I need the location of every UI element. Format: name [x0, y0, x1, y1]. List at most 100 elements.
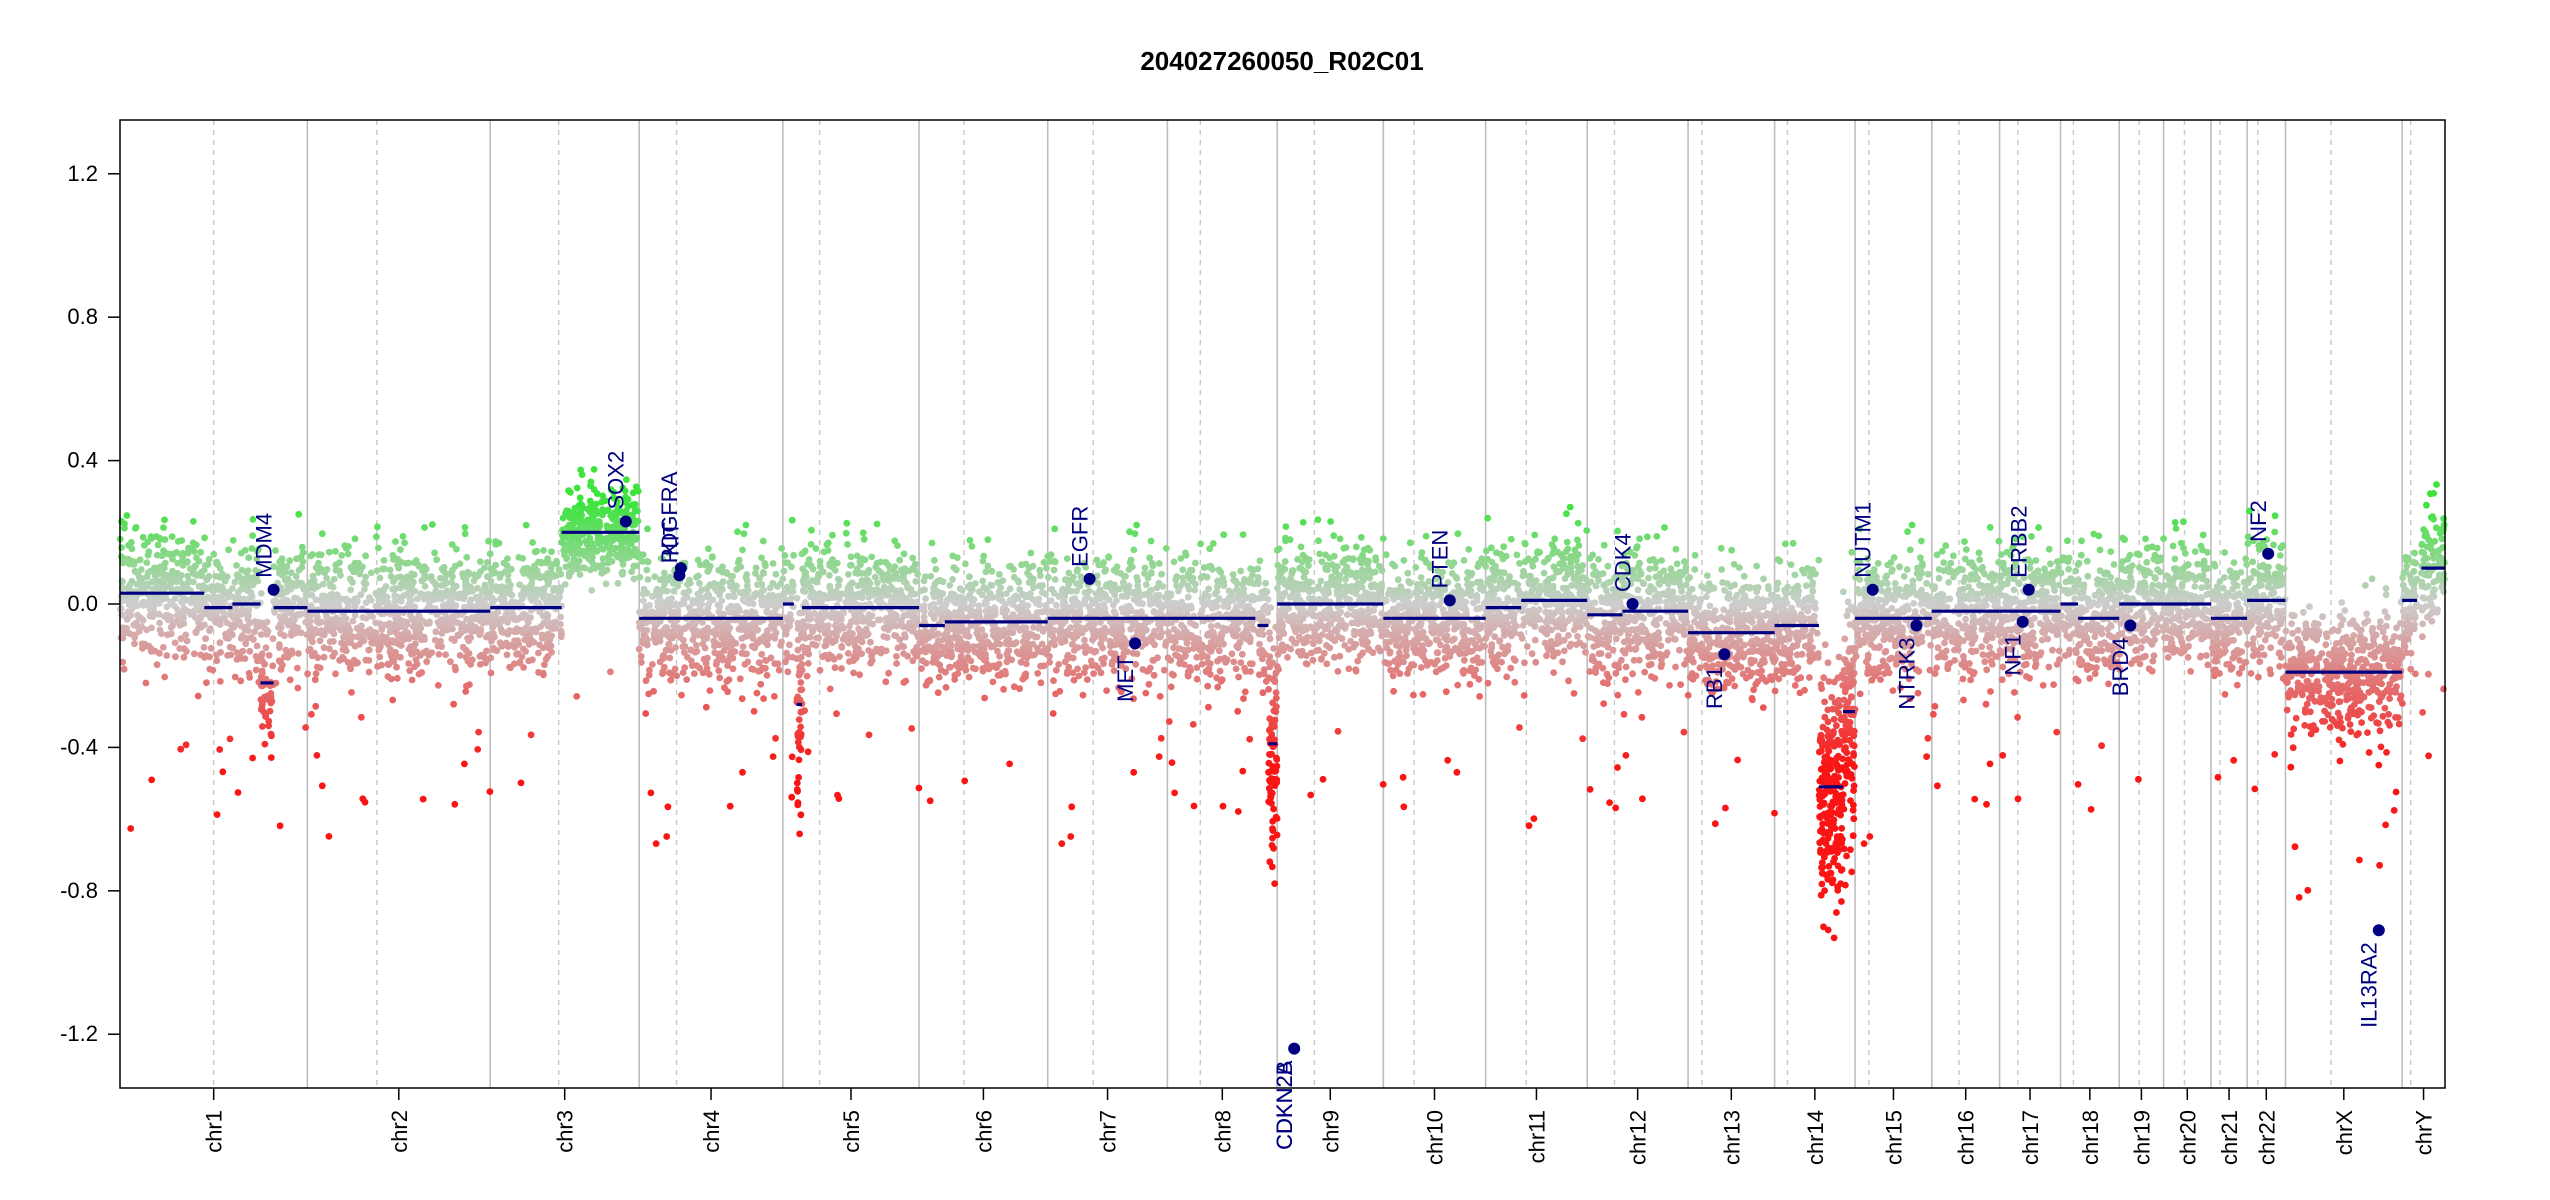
probe-point — [614, 504, 622, 511]
probe-point — [410, 642, 418, 650]
probe-point — [977, 653, 985, 661]
probe-point — [452, 611, 460, 619]
probe-point — [1026, 572, 1034, 580]
probe-point — [862, 617, 870, 625]
probe-point — [1260, 649, 1267, 657]
probe-point — [143, 559, 151, 566]
probe-point — [1046, 659, 1053, 666]
probe-point — [201, 534, 209, 542]
probe-point — [1268, 799, 1275, 807]
probe-point — [866, 579, 874, 587]
probe-point — [421, 563, 428, 571]
probe-point — [486, 788, 494, 795]
probe-point — [788, 753, 796, 761]
probe-point — [326, 645, 333, 653]
probe-point — [868, 553, 876, 561]
probe-point — [629, 501, 637, 509]
probe-point — [131, 600, 139, 608]
probe-point — [709, 596, 717, 604]
probe-point — [788, 516, 796, 524]
probe-point — [318, 782, 326, 790]
probe-point — [145, 548, 153, 555]
probe-point — [207, 644, 215, 652]
probe-point — [1047, 639, 1055, 647]
probe-point — [216, 639, 224, 647]
probe-point — [1235, 673, 1242, 681]
probe-point — [119, 624, 127, 631]
probe-point — [643, 566, 651, 574]
probe-point — [314, 583, 322, 590]
probe-point — [156, 626, 164, 634]
probe-point — [452, 582, 460, 590]
probe-point — [279, 613, 287, 621]
probe-point — [263, 618, 271, 626]
probe-point — [204, 574, 211, 582]
probe-point — [975, 602, 983, 610]
probe-point — [724, 631, 732, 639]
probe-point — [202, 635, 210, 643]
probe-point — [433, 556, 440, 564]
probe-point — [449, 566, 456, 574]
probe-point — [1267, 788, 1274, 796]
probe-point — [981, 694, 988, 702]
probe-point — [760, 569, 767, 576]
probe-point — [397, 642, 405, 649]
probe-point — [686, 576, 693, 584]
probe-point — [431, 549, 438, 557]
probe-point — [843, 588, 851, 596]
probe-point — [807, 541, 815, 548]
probe-point — [619, 509, 626, 517]
probe-point — [747, 632, 755, 640]
probe-point — [294, 664, 301, 672]
probe-point — [780, 567, 788, 575]
probe-point — [1076, 624, 1084, 631]
probe-point — [953, 554, 961, 561]
probe-point — [1243, 594, 1250, 602]
probe-point — [461, 524, 469, 531]
probe-point — [1170, 625, 1178, 633]
probe-point — [423, 658, 431, 666]
probe-point — [576, 571, 584, 578]
probe-point — [815, 595, 822, 603]
probe-point — [229, 631, 236, 639]
probe-point — [229, 537, 237, 544]
probe-point — [576, 494, 584, 502]
probe-point — [550, 585, 558, 593]
probe-point — [1037, 662, 1044, 670]
probe-point — [1170, 634, 1178, 641]
probe-point — [476, 558, 484, 565]
probe-point — [277, 666, 285, 673]
probe-point — [281, 576, 289, 584]
probe-point — [751, 644, 759, 652]
probe-point — [678, 691, 685, 699]
probe-point — [726, 802, 734, 810]
probe-point — [883, 634, 891, 641]
probe-point — [253, 642, 261, 650]
probe-point — [1183, 639, 1191, 647]
probe-point — [843, 519, 851, 527]
probe-point — [1247, 575, 1254, 583]
probe-point — [715, 667, 723, 675]
probe-point — [1228, 650, 1236, 658]
probe-point — [136, 556, 144, 564]
probe-point — [437, 574, 444, 582]
probe-point — [664, 803, 672, 811]
probe-point — [131, 631, 139, 639]
probe-point — [696, 579, 703, 587]
probe-point — [1214, 577, 1221, 585]
probe-point — [142, 679, 150, 687]
probe-point — [824, 539, 832, 547]
probe-point — [752, 589, 760, 597]
probe-point — [854, 590, 862, 598]
probe-point — [1267, 604, 1275, 611]
probe-point — [249, 532, 256, 539]
probe-point — [123, 512, 131, 519]
probe-point — [642, 710, 650, 717]
probe-point — [411, 663, 418, 671]
probe-point — [1270, 675, 1277, 682]
probe-point — [1260, 591, 1268, 599]
probe-point — [671, 665, 679, 673]
probe-point — [357, 713, 365, 721]
probe-point — [1142, 689, 1150, 697]
probe-point — [335, 601, 342, 608]
